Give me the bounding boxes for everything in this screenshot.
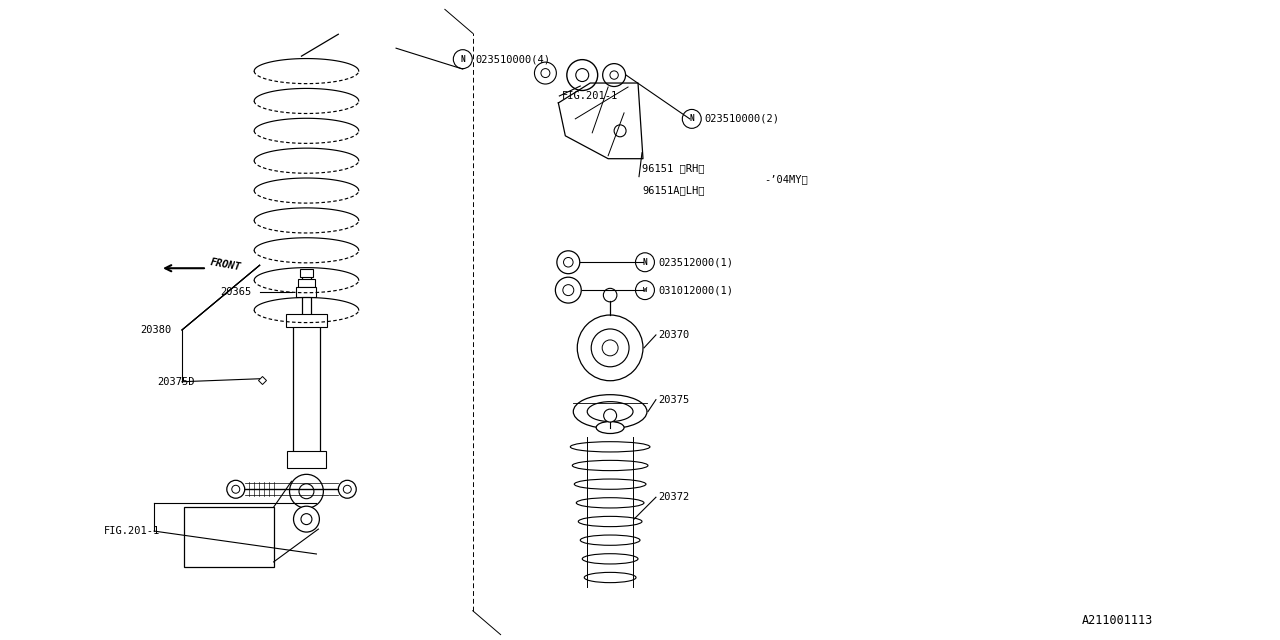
Text: -’04MY〉: -’04MY〉: [764, 175, 808, 184]
FancyBboxPatch shape: [287, 451, 326, 468]
Circle shape: [556, 277, 581, 303]
FancyBboxPatch shape: [300, 269, 312, 277]
Ellipse shape: [584, 572, 636, 582]
Circle shape: [603, 63, 626, 86]
Ellipse shape: [579, 516, 643, 527]
Circle shape: [301, 514, 312, 525]
Circle shape: [300, 484, 314, 499]
Text: N: N: [690, 115, 694, 124]
Text: 96151 〈RH〉: 96151 〈RH〉: [643, 164, 704, 173]
Circle shape: [567, 60, 598, 90]
Text: 20372: 20372: [658, 492, 689, 502]
Text: 20375: 20375: [658, 395, 689, 404]
Text: W: W: [643, 287, 648, 293]
Circle shape: [338, 480, 356, 498]
Circle shape: [563, 285, 573, 296]
FancyBboxPatch shape: [293, 325, 320, 454]
Circle shape: [577, 315, 643, 381]
Text: 031012000(1): 031012000(1): [658, 285, 733, 295]
Ellipse shape: [572, 460, 648, 470]
Text: 023510000(4): 023510000(4): [476, 54, 550, 64]
Circle shape: [453, 50, 472, 68]
Circle shape: [557, 251, 580, 274]
FancyBboxPatch shape: [184, 507, 274, 567]
Circle shape: [289, 474, 324, 508]
FancyBboxPatch shape: [298, 279, 315, 287]
Circle shape: [635, 253, 654, 272]
Text: N: N: [643, 258, 648, 267]
Text: FRONT: FRONT: [210, 258, 242, 273]
Circle shape: [604, 409, 617, 422]
Ellipse shape: [573, 395, 646, 429]
FancyBboxPatch shape: [297, 287, 316, 297]
FancyBboxPatch shape: [302, 273, 311, 325]
Circle shape: [535, 62, 557, 84]
Ellipse shape: [588, 402, 634, 422]
Circle shape: [232, 485, 239, 493]
Text: A211001113: A211001113: [1082, 614, 1153, 627]
Circle shape: [635, 281, 654, 300]
Text: N: N: [461, 54, 465, 63]
Text: 023510000(2): 023510000(2): [705, 114, 780, 124]
Text: 20375D: 20375D: [157, 377, 195, 387]
Circle shape: [541, 68, 550, 77]
Ellipse shape: [576, 498, 644, 508]
Circle shape: [603, 289, 617, 302]
Circle shape: [602, 340, 618, 356]
Ellipse shape: [582, 554, 637, 564]
Text: 96151A〈LH〉: 96151A〈LH〉: [643, 186, 704, 196]
Ellipse shape: [571, 442, 650, 452]
Circle shape: [682, 109, 701, 129]
Circle shape: [563, 257, 573, 267]
Circle shape: [343, 485, 351, 493]
Circle shape: [293, 506, 320, 532]
Text: FIG.201-1: FIG.201-1: [562, 91, 618, 101]
Text: 20370: 20370: [658, 330, 689, 340]
Circle shape: [611, 71, 618, 79]
Circle shape: [591, 329, 628, 367]
Text: 023512000(1): 023512000(1): [658, 257, 733, 268]
Text: 20365: 20365: [220, 287, 251, 297]
Circle shape: [576, 68, 589, 81]
Circle shape: [227, 480, 244, 498]
Ellipse shape: [580, 535, 640, 545]
FancyBboxPatch shape: [285, 314, 328, 327]
Text: FIG.201-1: FIG.201-1: [105, 526, 160, 536]
Circle shape: [614, 125, 626, 137]
Text: 20380: 20380: [141, 325, 172, 335]
Ellipse shape: [575, 479, 646, 490]
Ellipse shape: [596, 422, 625, 433]
